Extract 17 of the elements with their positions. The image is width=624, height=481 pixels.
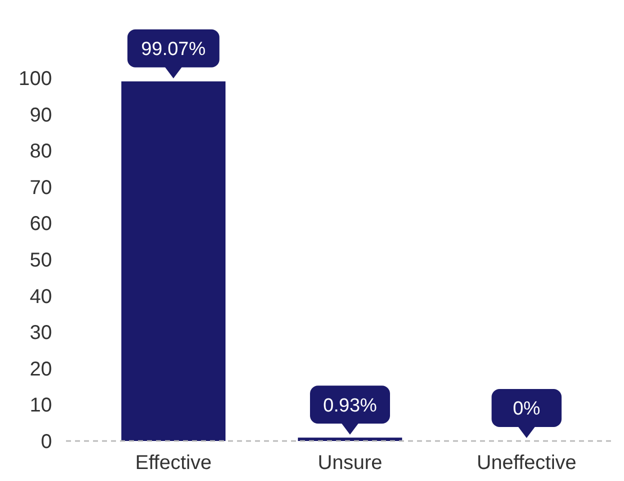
- data-label: 0%: [512, 398, 540, 420]
- y-tick-label: 50: [30, 250, 52, 272]
- y-tick-label: 0: [40, 431, 52, 453]
- x-tick-label: Unsure: [318, 452, 382, 474]
- x-tick-label: Uneffective: [476, 452, 576, 474]
- y-tick-label: 70: [30, 176, 52, 199]
- x-tick-label: Effective: [135, 452, 212, 474]
- data-label: 99.07%: [141, 39, 206, 60]
- y-tick-label: 40: [30, 286, 52, 308]
- y-tick-label: 80: [30, 140, 52, 163]
- y-tick-label: 60: [30, 213, 52, 236]
- y-tick-label: 10: [30, 394, 52, 417]
- y-tick-label: 90: [30, 104, 52, 126]
- y-tick-label: 30: [30, 322, 52, 344]
- y-tick-label: 100: [18, 68, 52, 90]
- y-tick-label: 20: [30, 358, 52, 380]
- data-label: 0.93%: [323, 395, 378, 416]
